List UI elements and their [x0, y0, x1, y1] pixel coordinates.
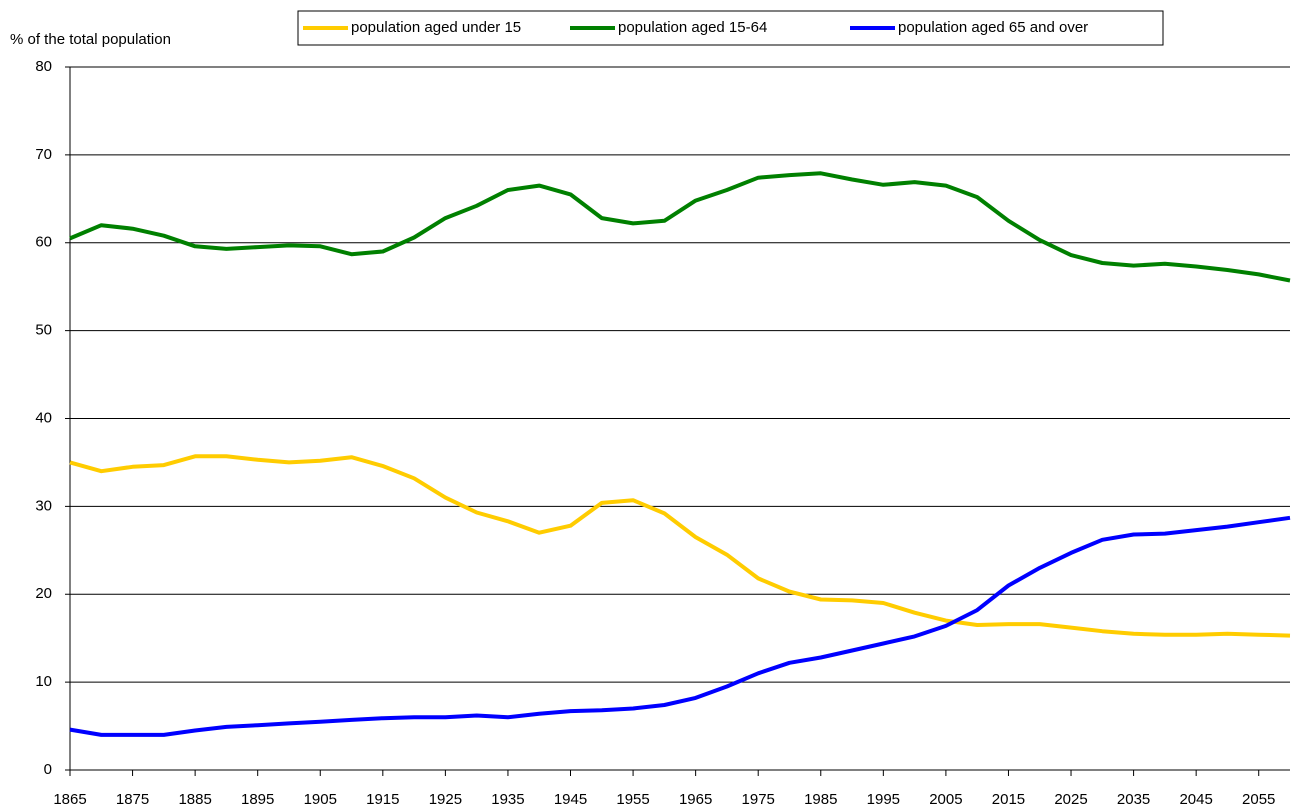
legend-box	[297, 10, 1164, 46]
y-tick-label: 10	[35, 673, 52, 690]
y-tick-label: 20	[35, 585, 52, 602]
y-tick-label: 60	[35, 234, 52, 251]
x-tick-label: 1915	[366, 791, 399, 808]
y-axis-label: % of the total population	[10, 31, 171, 48]
x-tick-label: 1955	[616, 791, 649, 808]
x-tick-label: 1895	[241, 791, 274, 808]
y-tick-label: 80	[35, 58, 52, 75]
y-tick-label: 50	[35, 322, 52, 339]
legend-label: population aged under 15	[351, 19, 521, 36]
x-tick-label: 2005	[929, 791, 962, 808]
series-line	[69, 171, 1291, 283]
y-tick-label: 30	[35, 497, 52, 514]
x-tick-label: 2055	[1242, 791, 1275, 808]
x-tick-label: 1935	[491, 791, 524, 808]
y-tick-label: 70	[35, 146, 52, 163]
x-tick-label: 1985	[804, 791, 837, 808]
x-tick-label: 2045	[1179, 791, 1212, 808]
legend-label: population aged 15-64	[618, 19, 767, 36]
x-tick-label: 1865	[53, 791, 86, 808]
x-tick-label: 1925	[429, 791, 462, 808]
x-tick-label: 1885	[178, 791, 211, 808]
x-tick-label: 1995	[867, 791, 900, 808]
series-line	[69, 515, 1291, 737]
series-line	[69, 454, 1291, 638]
x-tick-label: 1875	[116, 791, 149, 808]
x-tick-label: 2015	[992, 791, 1025, 808]
x-tick-label: 1975	[742, 791, 775, 808]
x-tick-label: 1945	[554, 791, 587, 808]
y-tick-label: 0	[44, 761, 52, 778]
x-tick-label: 1965	[679, 791, 712, 808]
legend-label: population aged 65 and over	[898, 19, 1088, 36]
x-tick-label: 2025	[1054, 791, 1087, 808]
y-tick-label: 40	[35, 409, 52, 426]
x-tick-label: 1905	[304, 791, 337, 808]
x-tick-label: 2035	[1117, 791, 1150, 808]
